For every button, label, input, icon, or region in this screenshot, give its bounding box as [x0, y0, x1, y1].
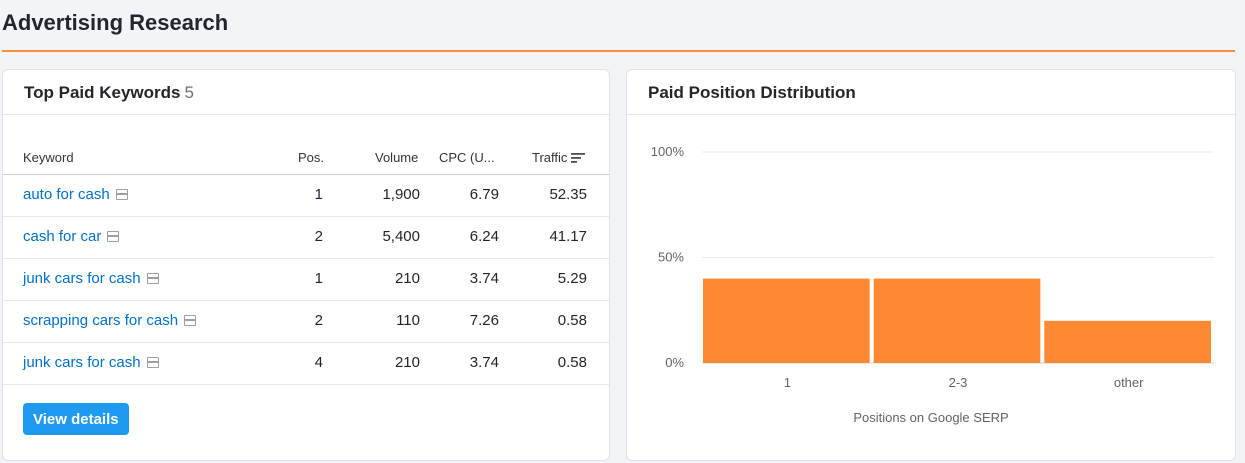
table-header: Keyword Pos. Volume CPC (U... Traffic	[3, 142, 609, 175]
bar	[703, 278, 870, 363]
page-title: Advertising Research	[2, 10, 229, 35]
paid-position-distribution-card: Paid Position Distribution 0% 50% 100% 1 2-3…	[626, 69, 1236, 461]
column-header-cpc[interactable]: CPC (U...	[439, 150, 495, 165]
serp-features-icon[interactable]	[146, 273, 159, 284]
cpc-cell: 6.24	[469, 228, 499, 245]
serp-features-icon[interactable]	[107, 231, 120, 242]
card-title: Paid Position Distribution	[648, 83, 856, 102]
position-cell: 1	[314, 186, 323, 203]
traffic-cell: 52.35	[549, 186, 587, 203]
position-cell: 1	[314, 270, 323, 287]
position-cell: 2	[314, 312, 323, 329]
x-axis-label: Positions on Google SERP	[853, 410, 1008, 425]
keyword-link[interactable]: cash for car	[23, 228, 102, 245]
y-tick-label: 50%	[658, 250, 684, 265]
card-header: Paid Position Distribution	[627, 70, 1235, 115]
x-tick-label: 1	[784, 375, 791, 390]
keyword-cell: scrapping cars for cash	[23, 312, 197, 329]
card-header: Top Paid Keywords 5	[3, 70, 609, 115]
keyword-link[interactable]: junk cars for cash	[23, 270, 141, 287]
bar	[873, 278, 1041, 363]
y-tick-label: 0%	[665, 355, 684, 370]
y-tick-label: 100%	[651, 144, 685, 159]
top-paid-keywords-card: Top Paid Keywords 5 Keyword Pos. Volume C…	[2, 69, 610, 461]
keyword-cell: junk cars for cash	[23, 354, 159, 371]
position-distribution-chart: 0% 50% 100% 1 2-3 other Positions on Google SE…	[651, 144, 1214, 425]
x-tick-label: 2-3	[949, 375, 968, 390]
keyword-cell: cash for car	[23, 228, 120, 245]
column-header-pos[interactable]: Pos.	[298, 150, 325, 165]
keyword-link[interactable]: scrapping cars for cash	[23, 312, 179, 329]
card-title: Top Paid Keywords	[24, 83, 181, 102]
position-cell: 4	[314, 354, 323, 371]
x-tick-label: other	[1114, 375, 1144, 390]
view-details-button[interactable]: View details	[23, 403, 129, 435]
table-row: junk cars for cash 4 210 3.74 0.58	[3, 343, 609, 385]
cpc-cell: 3.74	[469, 354, 499, 371]
position-cell: 2	[314, 228, 323, 245]
keyword-link[interactable]: auto for cash	[23, 186, 110, 203]
volume-cell: 5,400	[382, 228, 420, 245]
volume-cell: 110	[396, 312, 420, 329]
table-row: scrapping cars for cash 2 110 7.26 0.58	[3, 301, 609, 343]
sort-descending-icon[interactable]	[571, 152, 585, 164]
cpc-cell: 3.74	[469, 270, 499, 287]
cpc-cell: 7.26	[469, 312, 499, 329]
bar	[1044, 320, 1211, 363]
serp-features-icon[interactable]	[146, 357, 159, 368]
keyword-link[interactable]: junk cars for cash	[23, 354, 141, 371]
column-header-volume[interactable]: Volume	[375, 150, 419, 165]
volume-cell: 210	[394, 354, 420, 371]
volume-cell: 210	[394, 270, 420, 287]
traffic-cell: 0.58	[557, 312, 587, 329]
traffic-cell: 5.29	[557, 270, 587, 287]
cpc-cell: 6.79	[469, 186, 499, 203]
serp-features-icon[interactable]	[184, 315, 197, 326]
keyword-count: 5	[184, 83, 194, 102]
table-row: auto for cash 1 1,900 6.79 52.35	[3, 175, 609, 217]
table-row: junk cars for cash 1 210 3.74 5.29	[3, 259, 609, 301]
title-underline	[2, 50, 1235, 52]
volume-cell: 1,900	[382, 186, 420, 203]
keywords-table: Keyword Pos. Volume CPC (U... Traffic au…	[3, 142, 609, 385]
serp-features-icon[interactable]	[115, 189, 128, 200]
table-row: cash for car 2 5,400 6.24 41.17	[3, 217, 609, 259]
keyword-cell: junk cars for cash	[23, 270, 159, 287]
keyword-cell: auto for cash	[23, 186, 128, 203]
column-header-traffic[interactable]: Traffic	[532, 150, 568, 165]
column-header-keyword[interactable]: Keyword	[23, 150, 74, 165]
table-body: auto for cash 1 1,900 6.79 52.35 cash for car…	[3, 175, 609, 385]
traffic-cell: 41.17	[549, 228, 587, 245]
traffic-cell: 0.58	[557, 354, 587, 371]
